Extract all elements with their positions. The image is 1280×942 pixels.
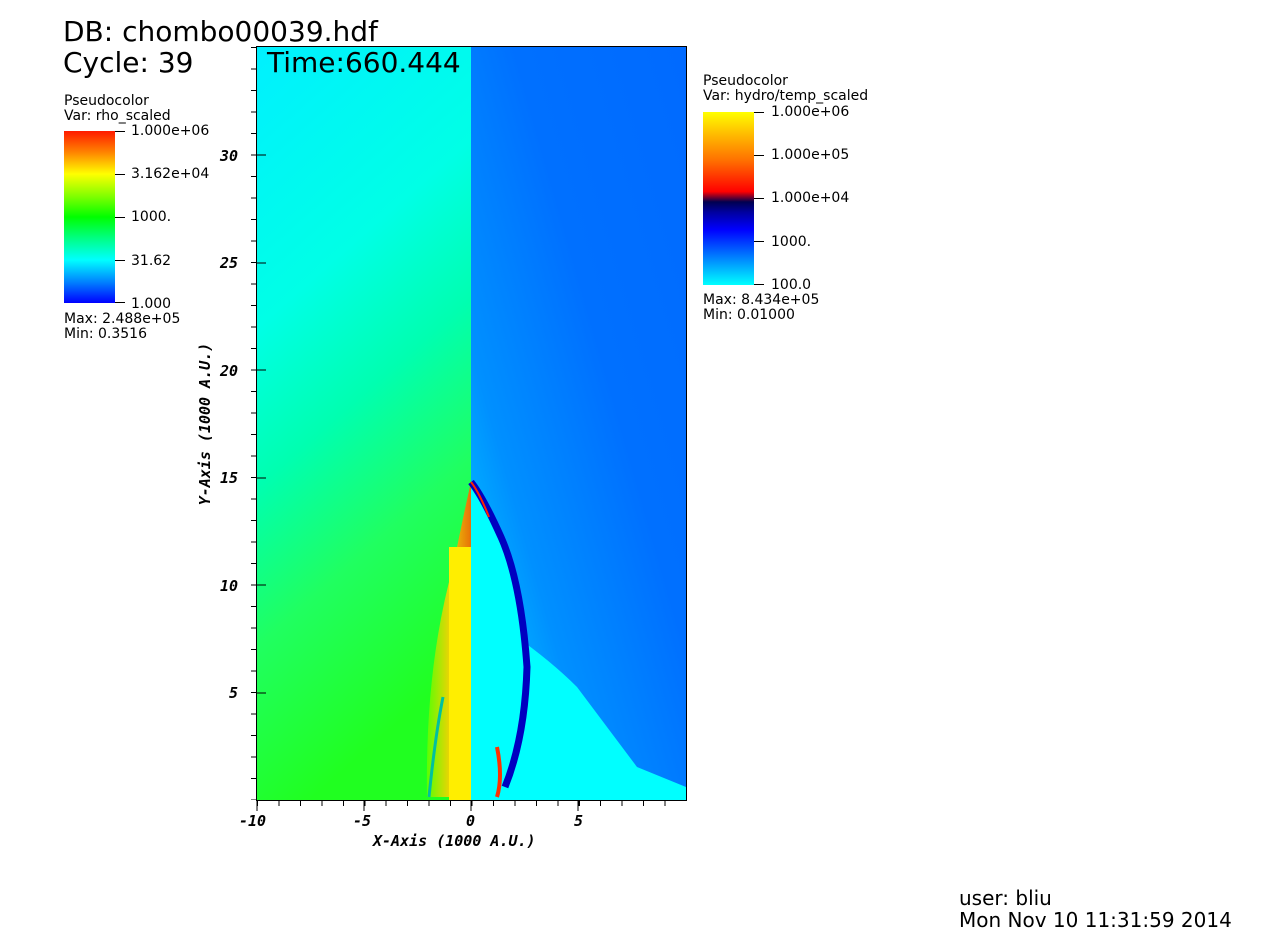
left-legend-label-3: 1000. (131, 209, 172, 225)
right-legend-label-min: 100.0 (771, 277, 812, 293)
left-legend-colorbar (64, 131, 115, 303)
x-axis-title: X-Axis (1000 A.U.) (373, 832, 536, 850)
left-legend-min: Min: 0.3516 (64, 326, 147, 342)
x-tick-label: -5 (353, 812, 372, 830)
pseudocolor-field (257, 47, 686, 800)
left-legend-label-min: 1.000 (131, 296, 172, 312)
x-minor-ticks (257, 800, 686, 806)
right-legend-label-3: 1.000e+04 (771, 190, 850, 206)
x-tick-label: 5 (574, 812, 584, 830)
left-legend-ticks (115, 131, 127, 303)
left-legend-var: Var: rho_scaled (64, 108, 171, 124)
left-legend-label-max: 1.000e+06 (131, 123, 210, 139)
right-legend-label-2: 1.000e+05 (771, 147, 850, 163)
left-legend-max: Max: 2.488e+05 (64, 311, 181, 327)
y-tick-label: 15 (220, 469, 239, 487)
right-legend-plot-type: Pseudocolor (703, 73, 788, 89)
y-tick-label: 30 (220, 147, 239, 165)
right-legend-colorbar (703, 112, 754, 285)
pseudocolor-plot (257, 47, 686, 800)
y-axis-title: Y-Axis (1000 A.U.) (196, 342, 214, 506)
x-tick-label: -10 (239, 812, 267, 830)
database-title: DB: chombo00039.hdf (63, 15, 378, 48)
left-legend-label-2: 3.162e+04 (131, 166, 210, 182)
axis-ticks (256, 154, 579, 811)
right-legend-var: Var: hydro/temp_scaled (703, 88, 869, 104)
y-tick-label: 25 (220, 254, 239, 272)
y-tick-label: 20 (220, 362, 239, 380)
left-legend-label-4: 31.62 (131, 253, 172, 269)
date-label: Mon Nov 10 11:31:59 2014 (959, 908, 1232, 932)
right-legend-ticks (754, 112, 766, 285)
cycle-label: Cycle: 39 (63, 46, 194, 79)
right-legend-max: Max: 8.434e+05 (703, 292, 820, 308)
right-legend-label-4: 1000. (771, 234, 812, 250)
right-legend-label-max: 1.000e+06 (771, 104, 850, 120)
user-label: user: bliu (959, 886, 1052, 910)
y-minor-ticks (251, 47, 257, 800)
right-legend-min: Min: 0.01000 (703, 307, 795, 323)
y-tick-label: 5 (229, 684, 239, 702)
x-tick-label: 0 (466, 812, 476, 830)
time-label: Time:660.444 (267, 46, 461, 79)
y-tick-label: 10 (220, 577, 239, 595)
left-legend-plot-type: Pseudocolor (64, 93, 149, 109)
